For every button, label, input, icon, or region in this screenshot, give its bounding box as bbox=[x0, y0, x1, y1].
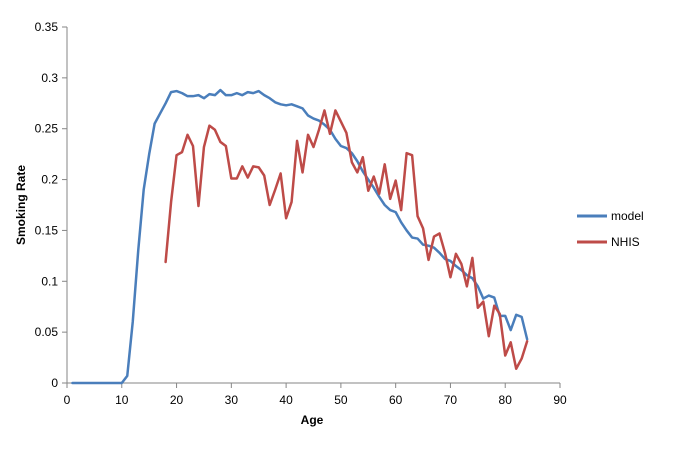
x-axis-title: Age bbox=[301, 413, 324, 427]
x-tick-label: 90 bbox=[553, 393, 567, 407]
y-tick-label: 0.25 bbox=[35, 122, 59, 136]
axes: 0 0.05 0.1 0.15 0.2 0.25 0.3 0.35 0 10 20 30 40 50 60 7… bbox=[35, 20, 567, 407]
x-tick-label: 50 bbox=[334, 393, 348, 407]
x-tick-label: 20 bbox=[170, 393, 184, 407]
plot-series bbox=[71, 88, 529, 385]
x-tick-label: 60 bbox=[389, 393, 403, 407]
legend-label-model: model bbox=[611, 209, 644, 223]
y-tick-label: 0.35 bbox=[35, 20, 59, 34]
series-line-model bbox=[71, 88, 529, 385]
series-line-nhis bbox=[164, 109, 529, 371]
legend-label-nhis: NHIS bbox=[611, 235, 640, 249]
y-tick-label: 0.15 bbox=[35, 223, 59, 237]
x-tick-label: 40 bbox=[279, 393, 293, 407]
legend: model NHIS bbox=[577, 209, 644, 249]
y-tick-label: 0.3 bbox=[41, 71, 58, 85]
x-tick-label: 30 bbox=[225, 393, 239, 407]
x-tick-label: 70 bbox=[444, 393, 458, 407]
x-tick-label: 10 bbox=[115, 393, 129, 407]
y-tick-label: 0 bbox=[51, 376, 58, 390]
y-tick-label: 0.05 bbox=[35, 325, 59, 339]
y-tick-label: 0.1 bbox=[41, 274, 58, 288]
x-tick-label: 80 bbox=[499, 393, 513, 407]
y-tick-label: 0.2 bbox=[41, 173, 58, 187]
x-tick-label: 0 bbox=[64, 393, 71, 407]
y-axis-title: Smoking Rate bbox=[14, 165, 28, 245]
